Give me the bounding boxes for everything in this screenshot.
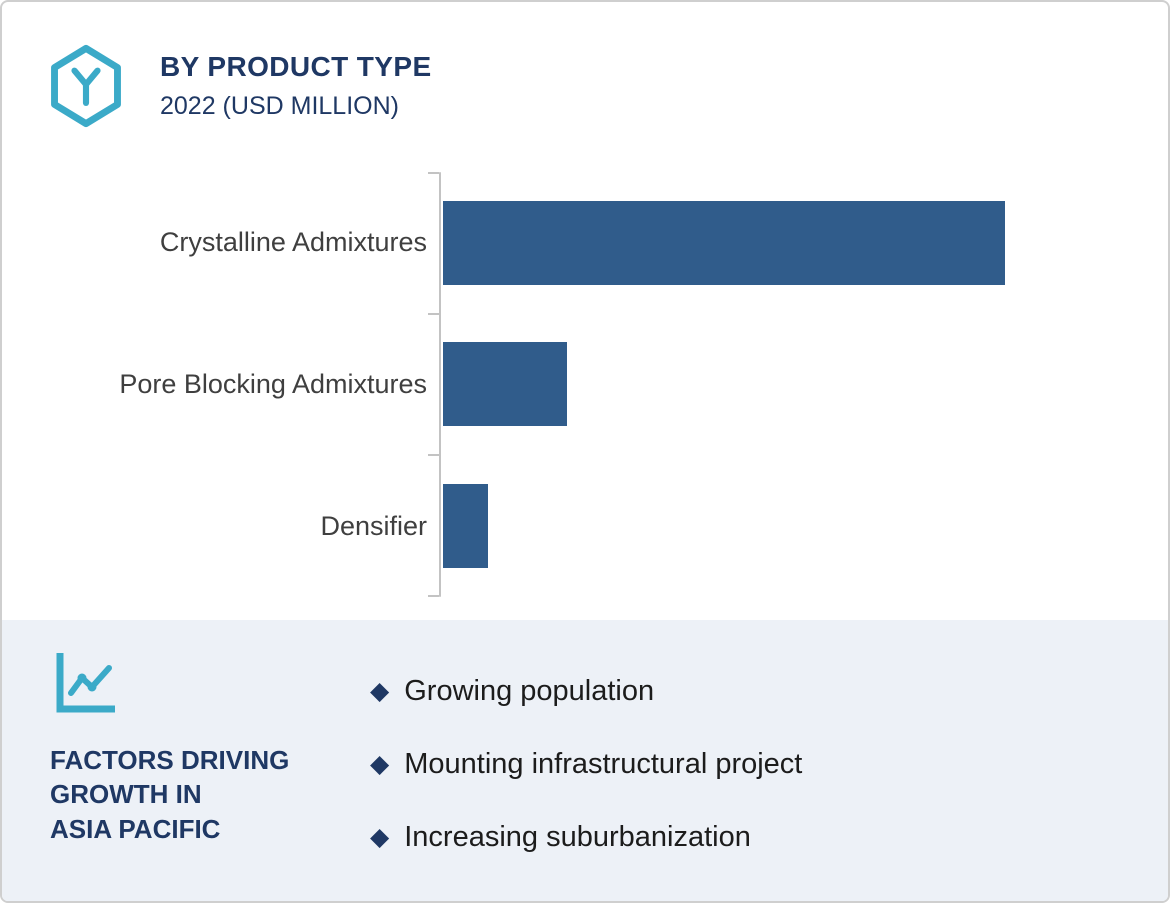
growth-factors-panel: FACTORS DRIVING GROWTH IN ASIA PACIFIC ◆ Gr… [2, 620, 1168, 901]
diamond-bullet-icon: ◆ [370, 677, 390, 705]
driver-item-mounting-infrastructural-project: ◆ Mounting infrastructural project [370, 748, 1128, 781]
chart-row-crystalline-admixtures: Crystalline Admixtures [2, 172, 1168, 314]
growth-factors-left: FACTORS DRIVING GROWTH IN ASIA PACIFIC [50, 648, 350, 881]
chart-row-pore-blocking-admixtures: Pore Blocking Admixtures [2, 314, 1168, 456]
y-axis-line [428, 172, 441, 597]
driver-item-growing-population: ◆ Growing population [370, 675, 1128, 708]
axis-tick [428, 172, 439, 174]
line-chart-icon [50, 653, 122, 724]
driver-list: ◆ Growing population ◆ Mounting infrastruct… [350, 648, 1128, 881]
bar-pore-blocking-admixtures [443, 342, 567, 427]
driver-item-label: Increasing suburbanization [404, 821, 751, 853]
footer-heading-line: GROWTH IN [50, 779, 202, 810]
hexagon-logo-icon [46, 43, 126, 129]
axis-tick [428, 454, 439, 457]
footer-heading-line: ASIA PACIFIC [50, 813, 221, 844]
driver-item-label: Mounting infrastructural project [404, 748, 803, 780]
category-label-crystalline-admixtures: Crystalline Admixtures [159, 227, 427, 258]
category-label-densifier: Densifier [320, 510, 427, 541]
bar-crystalline-admixtures [443, 200, 1005, 285]
chart-subtitle: 2022 (USD MILLION) [160, 91, 399, 120]
category-label-pore-blocking-admixtures: Pore Blocking Admixtures [119, 368, 427, 399]
bar-densifier [443, 484, 488, 569]
diamond-bullet-icon: ◆ [370, 750, 390, 778]
chart-header: BY PRODUCT TYPE 2022 (USD MILLION) [2, 2, 1168, 147]
bar-track-pore-blocking-admixtures [443, 342, 1005, 427]
chart-row-densifier: Densifier [2, 455, 1168, 597]
footer-heading: FACTORS DRIVING GROWTH IN ASIA PACIFIC [50, 743, 350, 846]
bar-chart: Crystalline Admixtures Pore Blocking Admi… [2, 172, 1168, 597]
bar-track-crystalline-admixtures [443, 200, 1005, 285]
driver-item-increasing-suburbanization: ◆ Increasing suburbanization [370, 821, 1128, 854]
driver-item-label: Growing population [404, 675, 655, 707]
footer-heading-line: FACTORS DRIVING [50, 745, 290, 775]
axis-tick [428, 312, 439, 315]
diamond-bullet-icon: ◆ [370, 823, 390, 851]
chart-title: BY PRODUCT TYPE [160, 50, 432, 82]
axis-tick [428, 595, 439, 597]
bar-track-densifier [443, 484, 1005, 569]
chart-rows: Crystalline Admixtures Pore Blocking Admi… [2, 172, 1168, 597]
chart-header-text: BY PRODUCT TYPE 2022 (USD MILLION) [160, 51, 432, 121]
